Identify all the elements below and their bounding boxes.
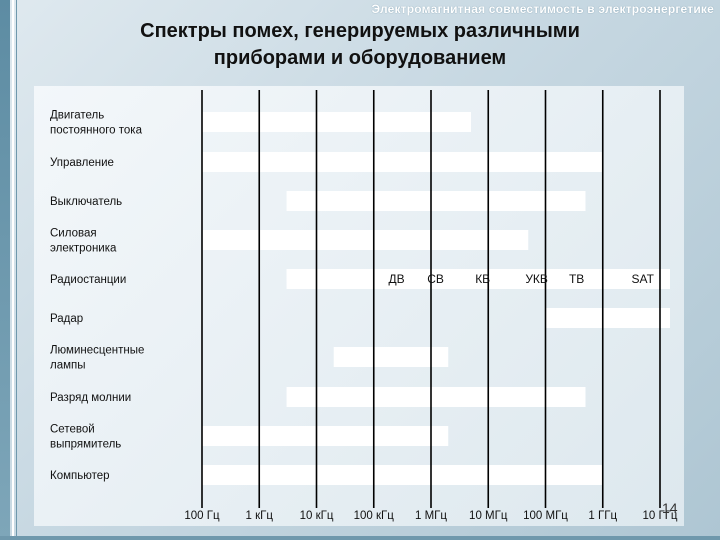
category-label: Компьютер (50, 470, 110, 482)
category-label: выпрямитель (50, 439, 121, 451)
category-label: электроника (50, 243, 117, 255)
range-bar (286, 191, 586, 211)
category-label: Управление (50, 157, 114, 169)
category-label: Сетевой (50, 424, 95, 436)
range-bar (202, 152, 603, 172)
bottom-decor-stripe (0, 536, 720, 540)
x-tick-label: 10 ГГц (642, 510, 677, 522)
category-label: Радар (50, 313, 83, 325)
x-tick-label: 1 кГц (246, 510, 274, 522)
category-label: Разряд молнии (50, 392, 131, 404)
x-tick-label: 100 МГц (523, 510, 568, 522)
range-bar (202, 426, 449, 446)
slide-title: Спектры помех, генерируемых различными п… (60, 18, 660, 72)
band-label: УКВ (525, 272, 548, 286)
left-decor-stripe (0, 0, 10, 540)
category-label: лампы (50, 360, 86, 372)
x-tick-label: 1 ГГц (588, 510, 617, 522)
x-tick-label: 1 МГц (415, 510, 447, 522)
x-tick-label: 100 кГц (354, 510, 395, 522)
header-note: Электромагнитная совместимость в электро… (371, 2, 714, 16)
x-tick-label: 10 МГц (469, 510, 508, 522)
category-label: постоянного тока (50, 125, 143, 137)
band-label: ТВ (569, 272, 584, 286)
left-decor-line-thin (16, 0, 17, 540)
band-label: ДВ (388, 272, 404, 286)
x-tick-label: 10 кГц (300, 510, 334, 522)
range-bar (202, 112, 472, 132)
band-label: СВ (427, 272, 444, 286)
category-label: Люминесцентные (50, 345, 144, 357)
range-bar (286, 269, 670, 289)
range-bar (202, 465, 603, 485)
band-label: SAT (632, 272, 655, 286)
left-decor-line (12, 0, 14, 540)
category-label: Силовая (50, 228, 97, 240)
category-label: Двигатель (50, 110, 104, 122)
band-label: КВ (475, 272, 490, 286)
range-bar (286, 387, 586, 407)
range-bar (202, 230, 529, 250)
page-number: 14 (662, 500, 678, 516)
category-label: Выключатель (50, 196, 122, 208)
slide-title-line-1: Спектры помех, генерируемых различными (140, 20, 580, 42)
range-bar (545, 308, 670, 328)
x-tick-label: 100 Гц (184, 510, 220, 522)
slide-title-line-2: приборами и оборудованием (213, 47, 507, 69)
range-bar (333, 347, 449, 367)
category-label: Радиостанции (50, 274, 126, 286)
